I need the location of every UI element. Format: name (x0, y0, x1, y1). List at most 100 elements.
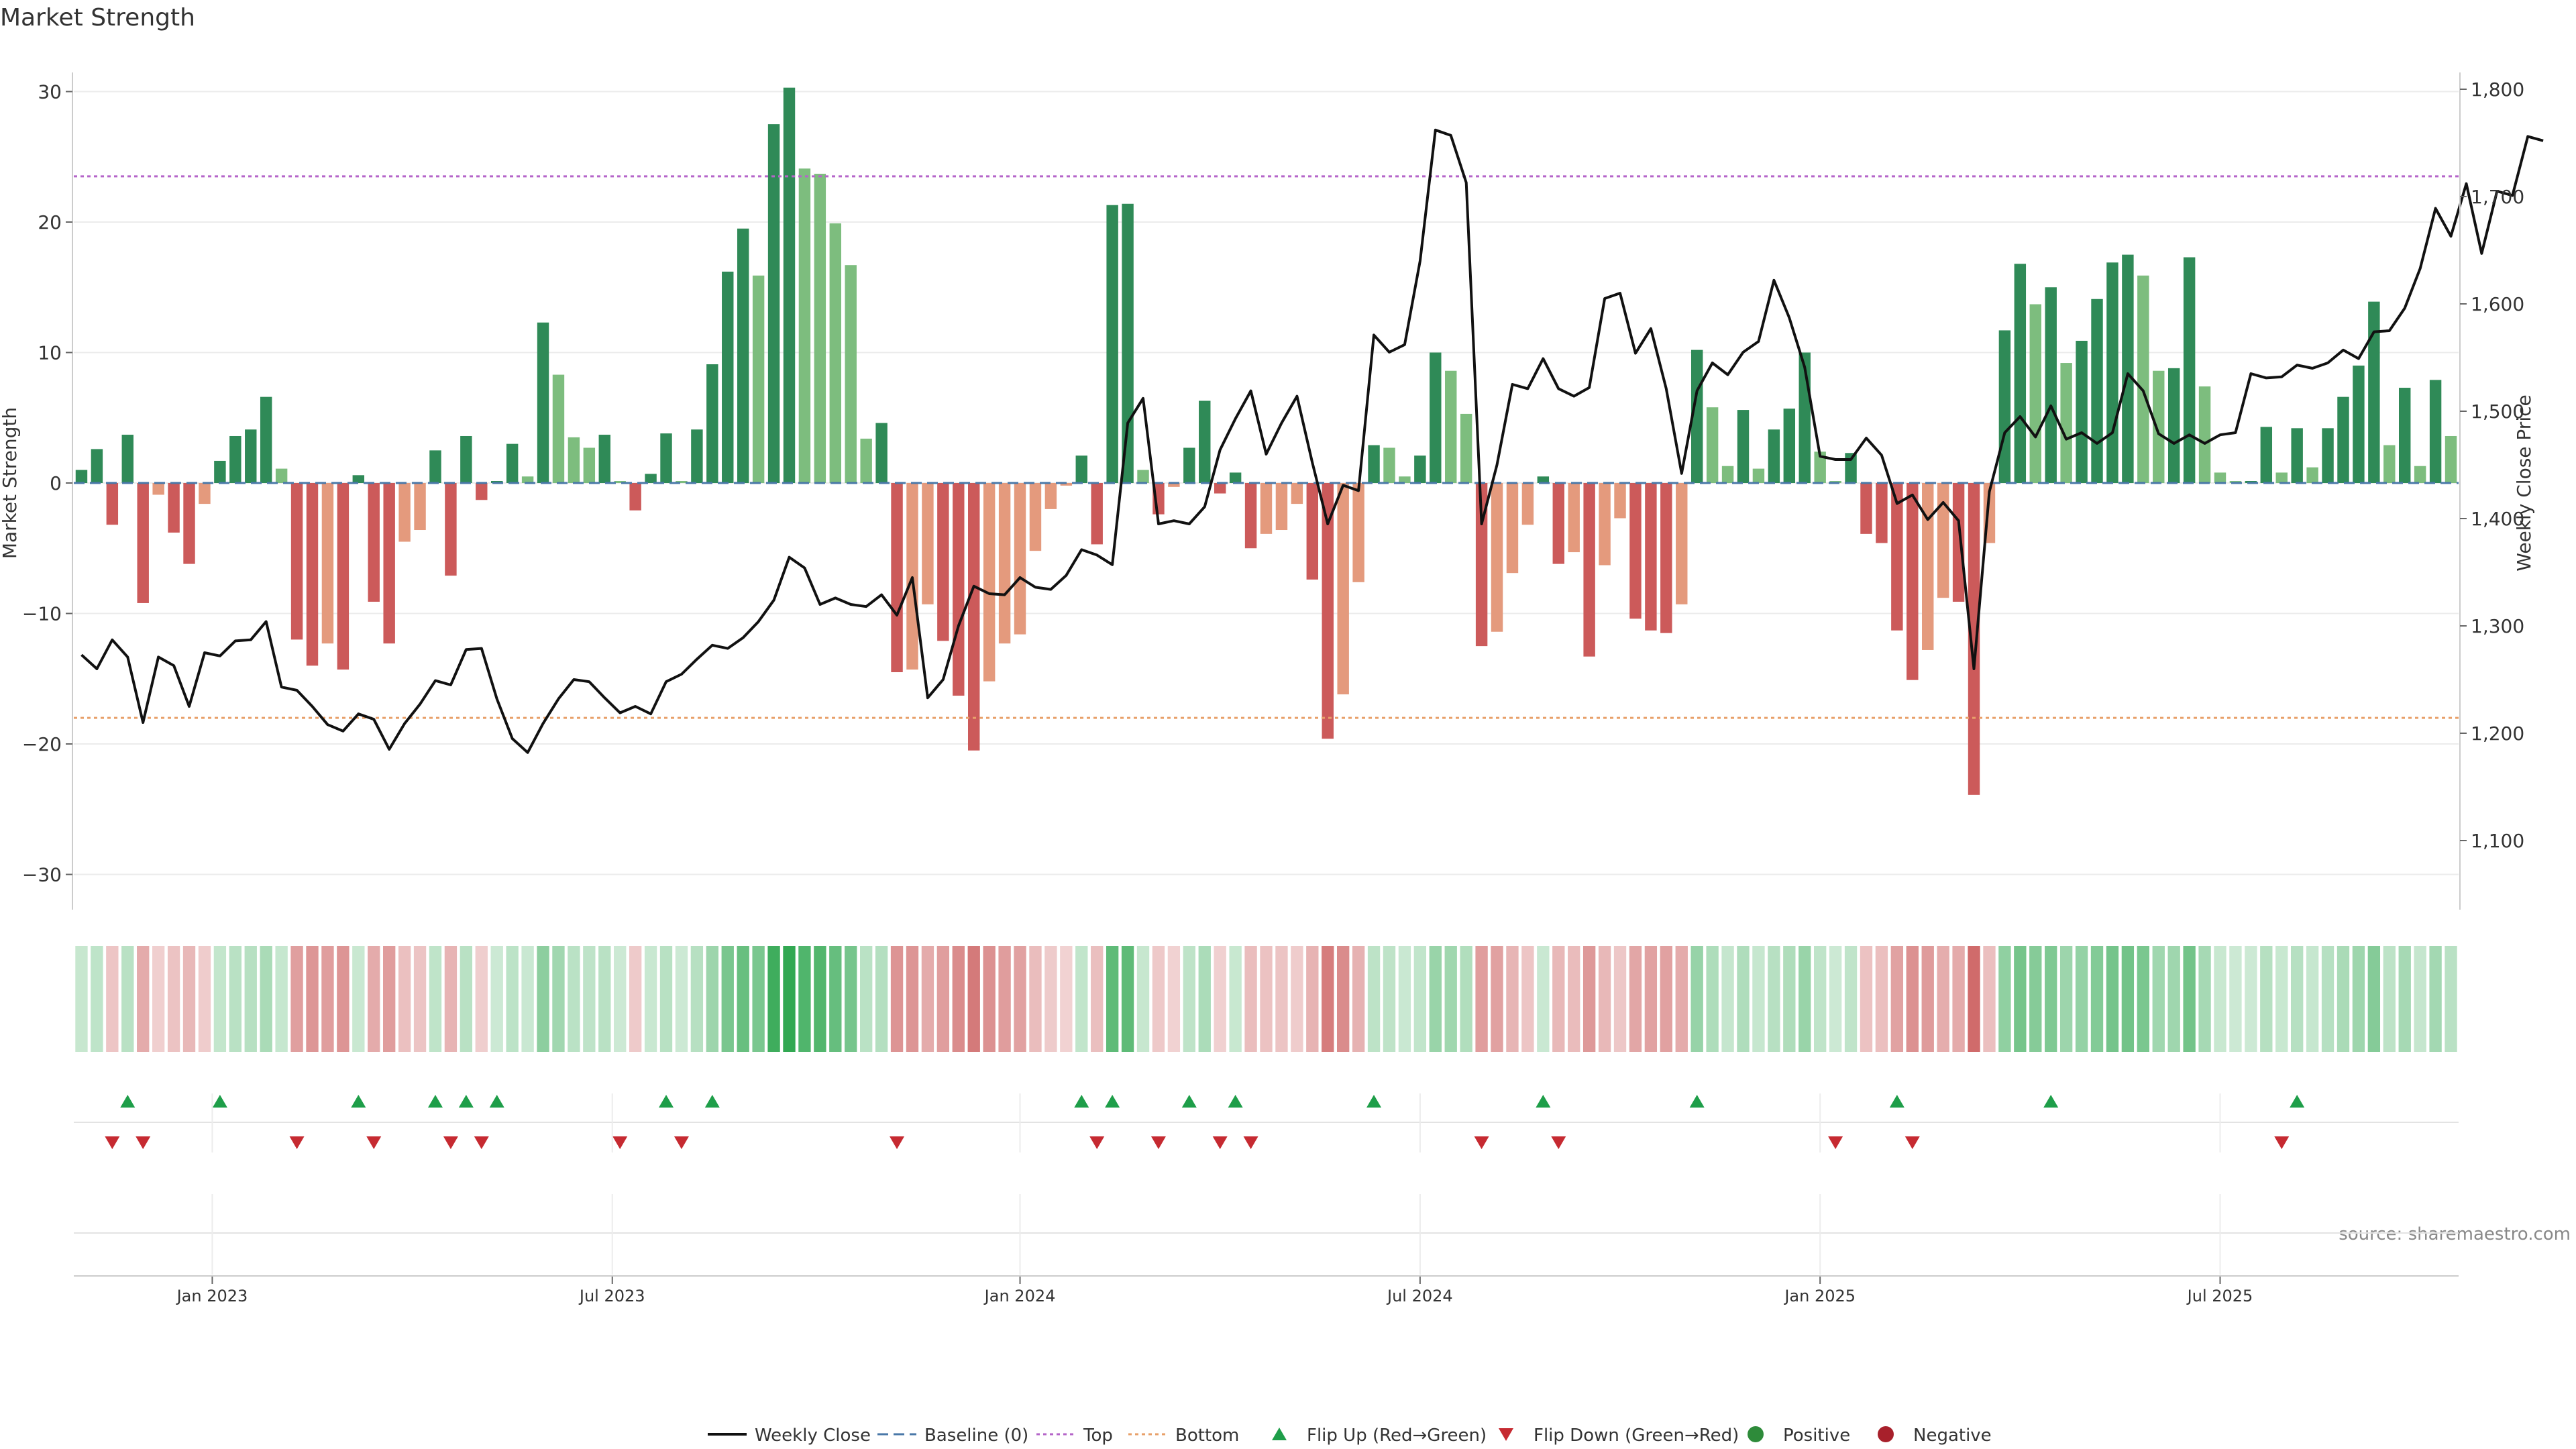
heat-cell (814, 946, 826, 1052)
heat-cell (2045, 946, 2057, 1052)
heat-cell (1799, 946, 1811, 1052)
heat-cell (2014, 946, 2027, 1052)
legend-swatch (1748, 1426, 1764, 1442)
heat-cell (1291, 946, 1303, 1052)
heat-cell (475, 946, 488, 1052)
flip-up-marker (1536, 1095, 1551, 1108)
heat-cell (1106, 946, 1119, 1052)
strength-bar (1199, 400, 1211, 483)
strength-bar (229, 435, 241, 483)
heat-cell (1829, 946, 1842, 1052)
heat-cell (1737, 946, 1750, 1052)
strength-bar (214, 460, 226, 483)
flip-up-marker (489, 1095, 504, 1108)
heat-cell (568, 946, 580, 1052)
heat-cell (2245, 946, 2257, 1052)
y-tick-left-label: 30 (38, 81, 62, 103)
legend-item: Negative (1878, 1426, 1992, 1446)
heat-cell (1413, 946, 1427, 1052)
strength-bar (2368, 301, 2380, 483)
strength-bar (1306, 483, 1319, 580)
strength-bar (260, 396, 272, 483)
heat-cell (1060, 946, 1073, 1052)
flip-up-marker (2043, 1095, 2059, 1108)
heat-cell (1721, 946, 1734, 1052)
heat-cell (398, 946, 411, 1052)
strength-bar (598, 435, 610, 483)
heat-cell (229, 946, 241, 1052)
strength-bar (2291, 428, 2303, 483)
heat-cell (1937, 946, 1949, 1052)
weekly-close-series (80, 128, 2544, 754)
heat-cell (1783, 946, 1796, 1052)
flip-down-marker (1828, 1136, 1843, 1149)
heat-cell (1167, 946, 1181, 1052)
legend-swatch (1878, 1426, 1894, 1442)
strength-bar (1029, 483, 1042, 551)
heat-cell (1475, 946, 1488, 1052)
heat-cell (460, 946, 473, 1052)
heat-cell (306, 946, 319, 1052)
strength-bar (1599, 483, 1611, 566)
strength-bar (1275, 483, 1288, 531)
strength-bar (306, 483, 319, 666)
strength-bar (1491, 483, 1503, 632)
flip-down-marker (136, 1136, 151, 1149)
legend-item: Flip Up (Red→Green) (1272, 1426, 1487, 1446)
legend-label: Flip Up (Red→Green) (1307, 1426, 1487, 1446)
legend-label: Negative (1913, 1426, 1992, 1446)
strength-bar (1676, 483, 1688, 604)
strength-bar (1075, 455, 1087, 483)
heat-cell (2260, 946, 2273, 1052)
strength-bar (2337, 396, 2349, 483)
legend-swatch (1499, 1428, 1513, 1441)
strength-bar (2383, 445, 2396, 483)
strength-bar (337, 483, 350, 670)
heat-cell (1814, 946, 1827, 1052)
strength-bar (183, 483, 195, 564)
heat-cell (1706, 946, 1719, 1052)
strength-bar (2029, 304, 2041, 483)
strength-bar (1106, 205, 1118, 483)
strength-bar (106, 483, 119, 525)
strength-bar (1783, 409, 1796, 483)
heat-cell (1690, 946, 1703, 1052)
heat-cell (182, 946, 196, 1052)
strength-bar (2445, 435, 2457, 483)
strength-bar (476, 483, 488, 500)
strength-bar (1645, 483, 1657, 631)
flip-down-marker (443, 1136, 458, 1149)
strength-bar (1937, 483, 1949, 598)
flip-down-marker (1551, 1136, 1566, 1149)
heat-cell (1629, 946, 1642, 1052)
legend-swatch (1272, 1428, 1287, 1440)
heat-cell (614, 946, 627, 1052)
strength-bar (1660, 483, 1672, 633)
strength-bar (937, 483, 949, 641)
heat-cell (2275, 946, 2288, 1052)
heat-cell (506, 946, 519, 1052)
strength-bar (1521, 483, 1534, 525)
heat-cell (1860, 946, 1873, 1052)
heat-cell (521, 946, 534, 1052)
strength-bar (2414, 466, 2426, 483)
heat-cell (198, 946, 211, 1052)
strength-bar (75, 470, 88, 483)
strength-bar (2122, 254, 2134, 483)
strength-bar (814, 174, 826, 483)
strength-bar (2353, 365, 2365, 483)
heat-cell (890, 946, 904, 1052)
heat-cell (1398, 946, 1411, 1052)
heat-cell (490, 946, 503, 1052)
strength-bar (121, 435, 133, 483)
strength-bar (1998, 330, 2011, 483)
flip-markers (74, 1095, 2459, 1234)
flip-down-marker (366, 1136, 382, 1149)
x-tick-label: Jan 2024 (983, 1287, 1056, 1305)
strength-bar (1629, 483, 1642, 619)
heat-cell (2106, 946, 2119, 1052)
heat-cell (1014, 946, 1026, 1052)
heat-cell (767, 946, 780, 1052)
heat-cell (1044, 946, 1057, 1052)
legend-label: Top (1083, 1426, 1113, 1446)
